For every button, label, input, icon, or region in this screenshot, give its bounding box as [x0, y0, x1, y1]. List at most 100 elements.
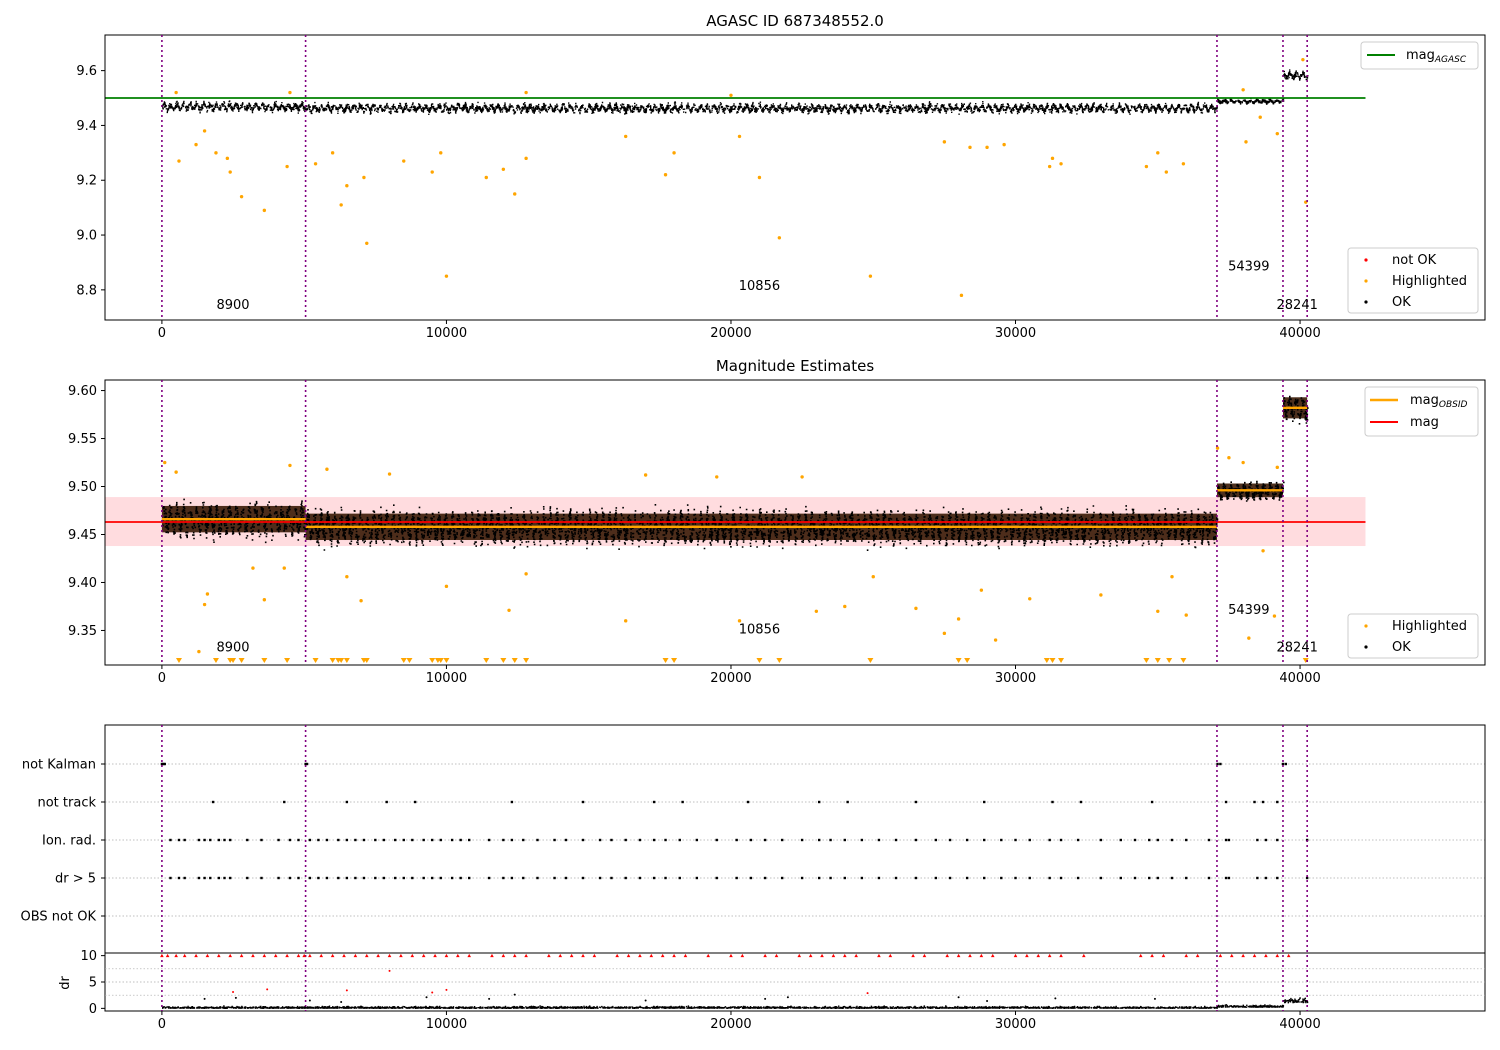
- flag-point: [1059, 876, 1063, 880]
- dr-clipped-marker: [376, 953, 380, 958]
- flag-point: [394, 838, 397, 842]
- flag-point: [652, 800, 656, 804]
- flag-point: [160, 762, 164, 766]
- flag-point: [1216, 762, 1219, 766]
- flag-point: [1051, 800, 1054, 804]
- top-xtick-label: 20000: [710, 326, 751, 341]
- flag-point: [843, 876, 846, 880]
- clipped-marker: [523, 658, 530, 663]
- dr-clipped-marker: [956, 953, 961, 958]
- dr-clipped-marker: [660, 953, 665, 958]
- flag-point: [217, 838, 221, 842]
- mid-ytick-label: 9.60: [68, 384, 97, 399]
- highlighted-point: [507, 608, 511, 613]
- highlighted-point: [174, 470, 178, 474]
- legend-bottom-right: not OK Highlighted OK: [1347, 247, 1479, 314]
- highlighted-point: [777, 236, 782, 240]
- dr-clipped-marker: [569, 953, 574, 958]
- clipped-marker: [261, 658, 268, 663]
- highlighted-point: [1275, 131, 1279, 136]
- flag-point: [763, 838, 767, 842]
- highlighted-point: [672, 151, 676, 155]
- plot-frame: [104, 34, 1486, 321]
- flag-point: [1281, 762, 1285, 766]
- dr-clipped-marker: [262, 953, 267, 958]
- flag-point: [422, 876, 425, 880]
- highlighted-point: [402, 159, 406, 163]
- flag-point: [223, 876, 226, 880]
- top-ytick-label: 9.0: [76, 229, 97, 244]
- flag-point: [860, 876, 864, 880]
- flag-point: [325, 838, 329, 842]
- flag-point: [209, 838, 212, 842]
- flag-point: [450, 876, 454, 880]
- dr-clipped-marker: [911, 953, 915, 958]
- flag-point: [780, 876, 784, 880]
- dr-clipped-marker: [1047, 953, 1052, 958]
- clipped-marker: [429, 658, 436, 663]
- highlighted-point: [1144, 164, 1149, 169]
- clipped-marker: [1166, 658, 1173, 663]
- flag-point: [304, 762, 307, 766]
- flag-point: [1076, 876, 1080, 880]
- dr-clipped-marker: [615, 953, 619, 958]
- highlighted-point: [365, 241, 369, 245]
- clipped-marker: [964, 658, 971, 663]
- top-ytick-label: 9.6: [76, 64, 97, 79]
- flag-point: [1253, 800, 1256, 804]
- flag-point: [228, 876, 232, 880]
- dr-clipped-marker: [330, 953, 335, 958]
- flag-point: [177, 838, 181, 842]
- flag-point: [817, 838, 821, 842]
- flag-point: [402, 838, 405, 842]
- clipped-marker: [329, 658, 336, 663]
- flag-point: [510, 800, 514, 804]
- flag-point: [345, 800, 349, 804]
- dr-outlier-point: [445, 988, 448, 991]
- top-ytick-label: 9.4: [76, 119, 97, 134]
- dr-clipped-marker: [1059, 953, 1063, 958]
- clipped-marker: [671, 658, 678, 663]
- highlighted-point: [444, 584, 449, 589]
- flag-point: [1099, 876, 1103, 880]
- panel-dr: 0 10000 20000 30000 40000 0 5 10 dr: [58, 949, 1485, 1032]
- highlighted-point: [330, 151, 335, 155]
- highlighted-point: [737, 619, 742, 623]
- mid-ytick-label: 9.40: [68, 576, 97, 591]
- flag-point: [681, 800, 684, 804]
- flag-point: [374, 838, 377, 842]
- flag-category-label: not track: [37, 796, 96, 811]
- flag-point: [510, 876, 514, 880]
- legend-label-not-ok: not OK: [1392, 253, 1437, 268]
- highlighted-point: [174, 90, 178, 95]
- dr-clipped-marker: [296, 953, 301, 958]
- dr-outlier-point: [1054, 997, 1057, 1000]
- dr-clipped-marker: [174, 953, 178, 958]
- flag-point: [308, 838, 312, 842]
- legend-marker-ok: [1364, 300, 1368, 304]
- flag-point: [598, 838, 602, 842]
- top-ytick-label: 9.2: [76, 174, 97, 189]
- dr-clipped-marker: [433, 953, 437, 958]
- legend-label-ok: OK: [1392, 295, 1411, 310]
- dr-ytick-label: 0: [89, 1002, 97, 1017]
- flag-point: [1000, 876, 1003, 880]
- legend-marker-not-ok: [1364, 258, 1368, 262]
- top-xtick-label: 40000: [1279, 326, 1320, 341]
- highlighted-point: [430, 170, 434, 174]
- flag-point: [354, 838, 357, 842]
- highlighted-point: [1184, 613, 1188, 617]
- flag-point: [536, 838, 539, 842]
- flag-point: [402, 876, 405, 880]
- legend-middle-top-right: magOBSID mag: [1364, 386, 1479, 437]
- flag-point: [277, 838, 280, 842]
- flag-point: [983, 876, 986, 880]
- highlighted-point: [1244, 140, 1248, 144]
- dr-clipped-marker: [1161, 953, 1166, 958]
- flag-point: [1276, 800, 1279, 804]
- flag-point: [829, 876, 832, 880]
- dr-clipped-marker: [945, 953, 950, 958]
- flag-point: [983, 800, 986, 804]
- highlighted-point: [1050, 156, 1055, 161]
- top-ytick-label: 8.8: [76, 283, 97, 298]
